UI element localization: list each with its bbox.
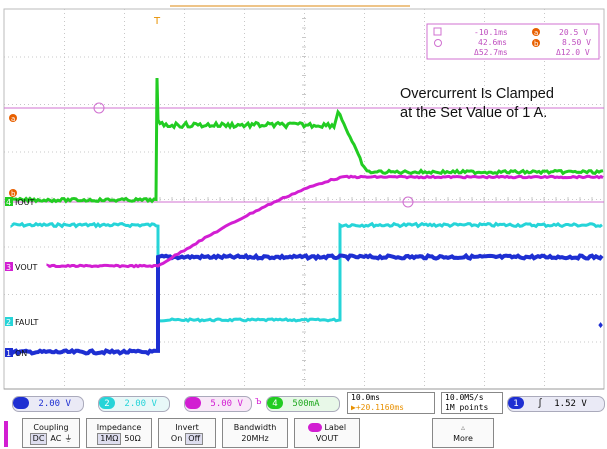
more-label: More bbox=[453, 434, 473, 443]
timebase-box[interactable]: 10.0ms ▶+20.1160ms bbox=[347, 392, 435, 414]
timebase: 10.0ms bbox=[351, 393, 380, 402]
ch3-number: 3 bbox=[6, 263, 11, 272]
bandwidth-limit-icon: Ъ bbox=[255, 397, 262, 406]
cursor-b-marker-text: b bbox=[11, 190, 16, 198]
bandwidth-button[interactable]: Bandwidth 20MHz bbox=[222, 418, 288, 448]
cursor-v2: 8.50 V bbox=[562, 38, 591, 47]
readout-b-tag: b bbox=[534, 40, 539, 48]
ch4-scale-chip[interactable]: 4 500mA bbox=[266, 396, 340, 412]
right-marker: ♦ bbox=[597, 321, 604, 330]
trig-source: 1 bbox=[508, 397, 524, 409]
readout-a-tag: a bbox=[534, 29, 538, 37]
ch3-vout-trace bbox=[46, 174, 604, 269]
cursor-t1: -10.1ms bbox=[474, 28, 508, 37]
cursor-v1: 20.5 V bbox=[559, 28, 588, 37]
ch2-chip-num: 2 bbox=[99, 397, 115, 409]
bandwidth-value: 20MHz bbox=[241, 434, 269, 443]
cursor-t2: 42.6ms bbox=[478, 38, 507, 47]
ch1-number: 1 bbox=[6, 349, 11, 358]
cursor-dv: Δ12.0 V bbox=[556, 48, 590, 57]
ch1-scale: 2.00 V bbox=[38, 399, 71, 409]
invert-on[interactable]: On bbox=[170, 434, 183, 443]
invert-off[interactable]: Off bbox=[185, 433, 204, 445]
status-bar: 2.00 V 2 2.00 V 5.00 V Ъ 4 500mA 10.0ms … bbox=[0, 392, 607, 416]
coupling-ac[interactable]: AC bbox=[50, 434, 62, 443]
ch1-on-trace bbox=[10, 252, 604, 357]
ch4-iout-trace bbox=[10, 77, 604, 204]
graticule bbox=[3, 8, 605, 390]
cursor-a-handle[interactable] bbox=[93, 102, 105, 114]
ch3-scale: 5.00 V bbox=[210, 399, 243, 409]
label-on: ON bbox=[15, 349, 27, 358]
ch2-number: 2 bbox=[6, 318, 11, 327]
label-iout: IOUT bbox=[15, 198, 35, 207]
acquisition-box[interactable]: 10.0MS/s 1M points bbox=[441, 392, 503, 414]
trig-slope: ∫ bbox=[537, 399, 543, 409]
channel-menu-tab bbox=[4, 421, 8, 447]
sample-rate: 10.0MS/s bbox=[445, 393, 484, 402]
cursor-b-handle[interactable] bbox=[402, 196, 414, 208]
label-value: VOUT bbox=[315, 434, 339, 443]
label-button[interactable]: Label VOUT bbox=[294, 418, 360, 448]
trigger-box[interactable]: 1 ∫ 1.52 V bbox=[507, 396, 605, 412]
cursor-b-marker-left bbox=[9, 189, 17, 197]
label-vout: VOUT bbox=[15, 263, 37, 272]
more-arrow-icon: ▵ bbox=[460, 423, 465, 432]
label-fault: FAULT bbox=[15, 318, 39, 327]
trigger-position: ▶+20.1160ms bbox=[351, 403, 404, 412]
coupling-label: Coupling bbox=[33, 423, 69, 432]
impedance-button[interactable]: Impedance 1MΩ 50Ω bbox=[86, 418, 152, 448]
label-label: Label bbox=[324, 423, 347, 432]
impedance-50[interactable]: 50Ω bbox=[124, 434, 141, 443]
trig-level: 1.52 V bbox=[554, 399, 587, 409]
cursor-readout-panel: -10.1ms 42.6ms Δ52.7ms a b 20.5 V 8.50 V… bbox=[426, 23, 600, 60]
ch3-scale-chip[interactable]: 5.00 V bbox=[184, 396, 252, 412]
impedance-1m[interactable]: 1MΩ bbox=[97, 433, 122, 445]
ch4-number: 4 bbox=[6, 198, 11, 207]
trigger-marker: T bbox=[153, 16, 161, 27]
cursor-a-marker-left bbox=[9, 114, 17, 122]
ch2-fault-trace bbox=[10, 221, 603, 323]
coupling-gnd[interactable]: ⏚ bbox=[64, 434, 73, 443]
coupling-dc[interactable]: DC bbox=[29, 433, 48, 445]
invert-button[interactable]: Invert On Off bbox=[158, 418, 216, 448]
cursor-a-marker-text: a bbox=[11, 115, 15, 123]
annotation-line-2: at the Set Value of 1 A. bbox=[400, 105, 548, 121]
impedance-label: Impedance bbox=[96, 423, 142, 432]
cursor-dt: Δ52.7ms bbox=[474, 48, 508, 57]
ch1-scale-chip[interactable]: 2.00 V bbox=[12, 396, 84, 412]
invert-label: Invert bbox=[175, 423, 199, 432]
bandwidth-label: Bandwidth bbox=[233, 423, 277, 432]
record-length: 1M points bbox=[445, 403, 489, 412]
annotation-line-1: Overcurrent Is Clamped bbox=[400, 86, 554, 102]
ch2-scale: 2.00 V bbox=[124, 399, 157, 409]
ch2-scale-chip[interactable]: 2 2.00 V bbox=[98, 396, 170, 412]
ch4-scale: 500mA bbox=[292, 399, 320, 409]
ch4-chip-num: 4 bbox=[267, 397, 283, 409]
coupling-button[interactable]: Coupling DC AC ⏚ bbox=[22, 418, 80, 448]
more-button[interactable]: ▵ More bbox=[432, 418, 494, 448]
